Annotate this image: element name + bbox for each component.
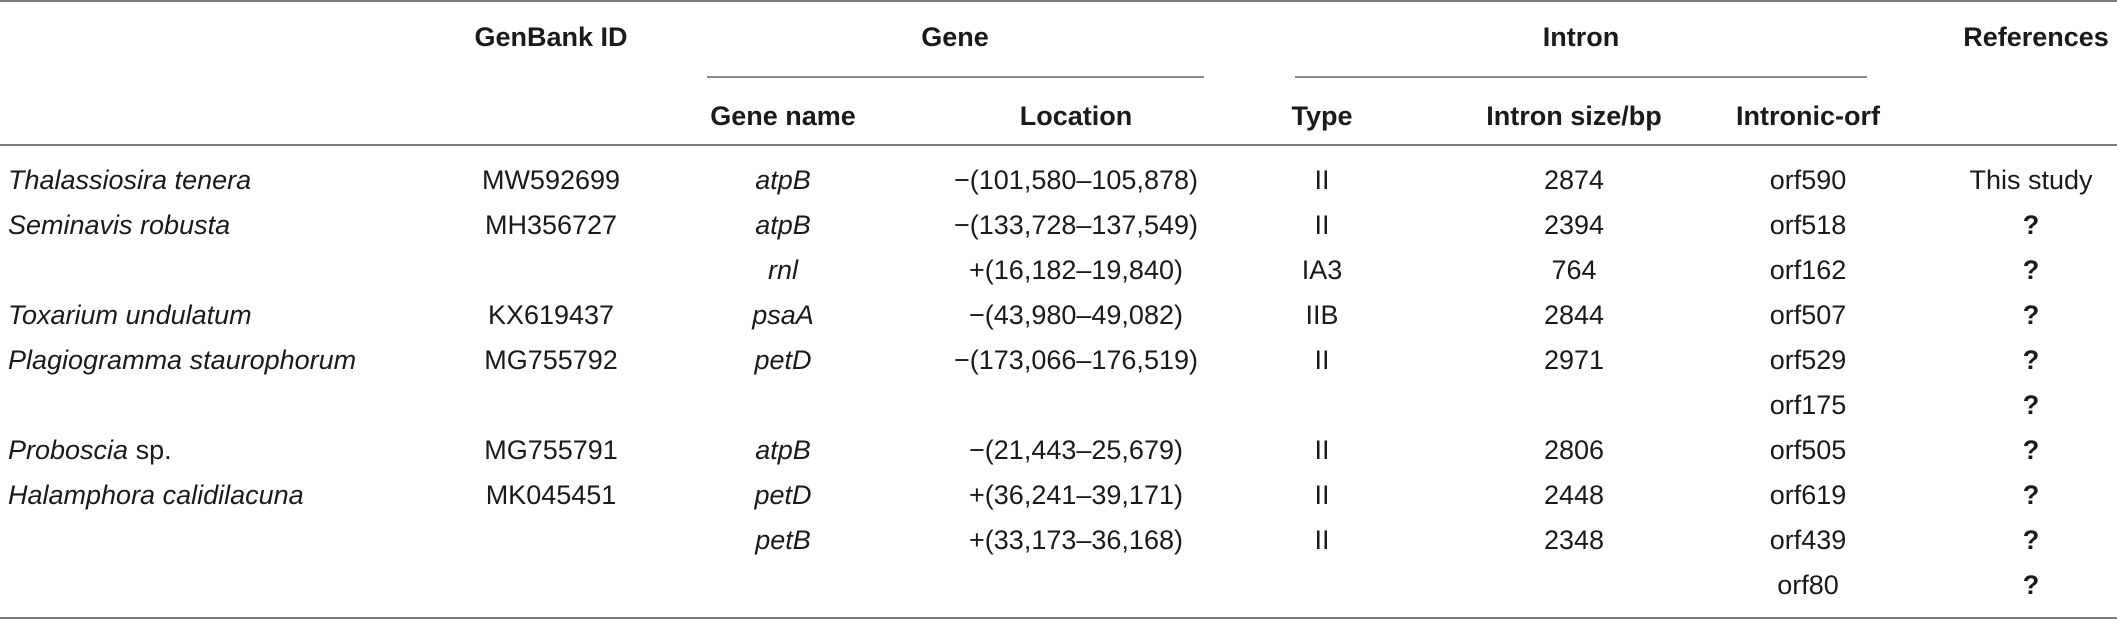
genbank-cell: MG755791 xyxy=(484,435,618,465)
type-cell: II xyxy=(1314,210,1330,240)
intronic-orf-cell: orf518 xyxy=(1769,210,1847,240)
intron-size-cell: 2844 xyxy=(1543,300,1605,330)
gene-name-cell: rnl xyxy=(767,255,799,285)
intronic-orf-cell: orf175 xyxy=(1769,390,1847,420)
intron-group-rule xyxy=(1295,76,1867,78)
reference-cell: ? xyxy=(2022,480,2040,510)
reference-cell: ? xyxy=(2022,210,2040,240)
top-rule xyxy=(0,0,2117,2)
type-cell: II xyxy=(1314,165,1330,195)
location-cell: −(173,066–176,519) xyxy=(954,345,1198,375)
location-cell: −(133,728–137,549) xyxy=(954,210,1198,240)
intron-size-cell: 764 xyxy=(1551,255,1597,285)
location-cell: +(16,182–19,840) xyxy=(969,255,1183,285)
gene-name-cell: petB xyxy=(755,525,811,555)
header-genbank-id: GenBank ID xyxy=(474,22,628,52)
intronic-orf-cell: orf507 xyxy=(1769,300,1847,330)
genbank-cell: MH356727 xyxy=(484,210,618,240)
gene-name-cell: petD xyxy=(754,480,812,510)
header-references: References xyxy=(1963,22,2109,52)
intronic-orf-cell: orf439 xyxy=(1769,525,1847,555)
reference-cell: ? xyxy=(2022,525,2040,555)
location-cell: −(21,443–25,679) xyxy=(969,435,1183,465)
reference-cell: ? xyxy=(2022,570,2040,600)
reference-cell: ? xyxy=(2022,390,2040,420)
genbank-cell: MK045451 xyxy=(485,480,617,510)
reference-cell: This study xyxy=(1969,165,2093,195)
intronic-orf-cell: orf505 xyxy=(1769,435,1847,465)
species-cell: Halamphora calidilacuna xyxy=(8,480,304,510)
intron-size-cell: 2448 xyxy=(1543,480,1605,510)
intronic-orf-cell: orf162 xyxy=(1769,255,1847,285)
type-cell: II xyxy=(1314,435,1330,465)
reference-cell: ? xyxy=(2022,435,2040,465)
header-intron-size: Intron size/bp xyxy=(1486,101,1662,131)
intronic-orf-cell: orf529 xyxy=(1769,345,1847,375)
intronic-orf-cell: orf619 xyxy=(1769,480,1847,510)
genbank-cell: MG755792 xyxy=(484,345,618,375)
type-cell: IIB xyxy=(1305,300,1339,330)
type-cell: IA3 xyxy=(1301,255,1343,285)
reference-cell: ? xyxy=(2022,300,2040,330)
type-cell: II xyxy=(1314,480,1330,510)
location-cell: −(43,980–49,082) xyxy=(969,300,1183,330)
header-gene-group: Gene xyxy=(921,22,989,52)
gene-name-cell: atpB xyxy=(755,210,811,240)
header-type: Type xyxy=(1291,101,1353,131)
gene-name-cell: atpB xyxy=(755,435,811,465)
gene-name-cell: atpB xyxy=(755,165,811,195)
species-cell: Plagiogramma staurophorum xyxy=(8,345,357,375)
species-cell: Proboscia sp. xyxy=(8,433,172,467)
genbank-cell: MW592699 xyxy=(481,165,621,195)
intron-size-cell: 2806 xyxy=(1543,435,1605,465)
gene-group-rule xyxy=(707,76,1204,78)
intron-size-cell: 2394 xyxy=(1543,210,1605,240)
gene-name-cell: petD xyxy=(754,345,812,375)
intronic-orf-cell: orf590 xyxy=(1769,165,1847,195)
intronic-orf-cell: orf80 xyxy=(1777,570,1839,600)
type-cell: II xyxy=(1314,525,1330,555)
species-genus: Proboscia xyxy=(8,435,129,465)
gene-name-cell: psaA xyxy=(752,300,814,330)
species-suffix: sp. xyxy=(128,435,172,465)
type-cell: II xyxy=(1314,345,1330,375)
intron-size-cell: 2874 xyxy=(1543,165,1605,195)
bottom-rule xyxy=(0,617,2117,619)
species-cell: Thalassiosira tenera xyxy=(8,165,252,195)
intron-size-cell: 2348 xyxy=(1543,525,1605,555)
location-cell: −(101,580–105,878) xyxy=(954,165,1198,195)
header-intron-group: Intron xyxy=(1542,22,1620,52)
species-cell: Toxarium undulatum xyxy=(8,300,252,330)
intron-size-cell: 2971 xyxy=(1543,345,1605,375)
header-location: Location xyxy=(1019,101,1133,131)
header-intronic-orf: Intronic-orf xyxy=(1736,101,1880,131)
location-cell: +(33,173–36,168) xyxy=(969,525,1183,555)
header-gene-name: Gene name xyxy=(710,101,856,131)
genbank-cell: KX619437 xyxy=(487,300,615,330)
header-bottom-rule xyxy=(0,144,2117,146)
reference-cell: ? xyxy=(2022,345,2040,375)
location-cell: +(36,241–39,171) xyxy=(969,480,1183,510)
species-cell: Seminavis robusta xyxy=(8,210,231,240)
reference-cell: ? xyxy=(2022,255,2040,285)
